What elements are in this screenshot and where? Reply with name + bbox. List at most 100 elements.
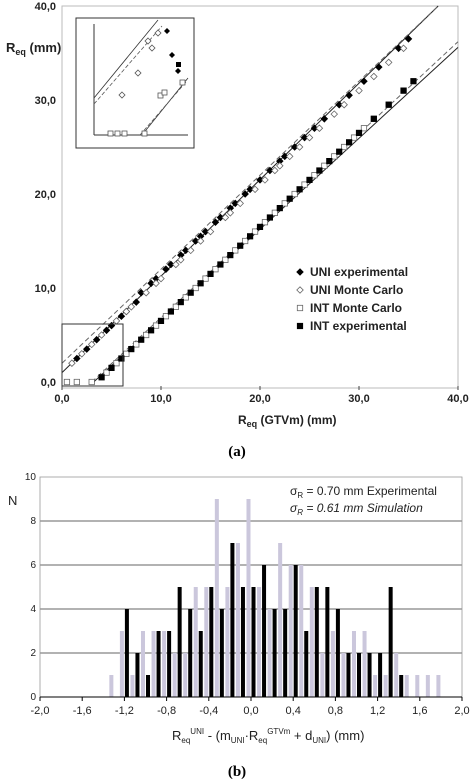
y-tick-labels-a: 0,0 10,0 20,0 30,0 40,0: [35, 1, 56, 389]
data-point: [68, 359, 76, 367]
data-point: [186, 246, 195, 255]
bar-experimental: [230, 543, 235, 697]
bar-experimental: [251, 587, 256, 697]
data-point: [330, 110, 339, 118]
data-point: [177, 298, 184, 306]
bar-simulation: [341, 653, 346, 697]
x-axis-label-b: ReqUNI - (mUNI·ReqGTVm + dUNI) (mm): [172, 727, 364, 745]
bar-simulation: [151, 631, 156, 697]
legend-marker: [296, 304, 304, 312]
data-point: [108, 364, 115, 372]
bar-experimental: [219, 609, 224, 697]
legend-label: UNI experimental: [310, 265, 408, 279]
data-point: [162, 265, 170, 273]
bar-simulation: [351, 631, 356, 697]
data-point: [305, 133, 314, 142]
inset-point: [169, 52, 175, 58]
x-tick-label: 0,8: [328, 705, 343, 717]
data-point: [345, 91, 353, 100]
bar-simulation: [394, 653, 399, 697]
data-point: [167, 260, 175, 269]
data-point: [202, 275, 209, 282]
bar-experimental: [240, 587, 245, 697]
bar-simulation: [246, 499, 251, 697]
x-tick-label: 0,0: [54, 393, 69, 405]
data-point: [237, 242, 244, 249]
y-tick-label: 20,0: [35, 189, 56, 201]
legend-marker: [296, 322, 304, 330]
data-point: [231, 199, 240, 208]
x-tick-label: -1,6: [73, 705, 92, 717]
y-tick-label: 2: [30, 648, 36, 659]
data-point: [261, 219, 269, 226]
data-point: [217, 261, 224, 268]
data-point: [394, 44, 403, 53]
data-point: [162, 313, 170, 320]
data-point: [286, 195, 293, 202]
bars: [109, 499, 441, 697]
inset-zoom: [75, 17, 195, 149]
bar-experimental: [388, 587, 393, 697]
data-point: [285, 152, 294, 161]
data-point: [300, 133, 309, 142]
bar-experimental: [262, 565, 267, 697]
data-point: [271, 209, 278, 216]
data-point: [310, 124, 319, 132]
data-point: [152, 279, 160, 288]
data-point: [251, 185, 259, 194]
bar-experimental: [146, 675, 151, 697]
inset-point: [176, 62, 181, 67]
bar-experimental: [314, 587, 319, 697]
data-point: [123, 350, 130, 357]
inset-point: [141, 130, 148, 137]
data-point: [73, 378, 80, 386]
bar-experimental: [399, 675, 404, 697]
data-point: [192, 284, 199, 292]
bar-simulation: [288, 565, 293, 697]
y-axis-label-b: N: [8, 493, 17, 508]
data-point: [320, 115, 329, 123]
data-point: [63, 378, 71, 386]
bar-simulation: [362, 631, 367, 697]
data-point: [152, 322, 160, 329]
data-point: [370, 115, 377, 122]
bar-simulation: [140, 631, 145, 697]
data-point: [370, 72, 378, 81]
bar-experimental: [188, 609, 193, 697]
data-point: [242, 237, 249, 245]
y-tick-label: 0: [30, 692, 36, 703]
data-point: [88, 378, 95, 386]
inset-point: [157, 92, 164, 99]
data-point: [256, 176, 264, 184]
data-point: [251, 228, 259, 235]
data-point: [316, 167, 323, 174]
y-tick-label: 6: [30, 560, 36, 571]
bar-simulation: [162, 631, 167, 697]
bar-experimental: [177, 587, 182, 697]
legend-label: INT Monte Carlo: [310, 301, 402, 315]
inset-point: [154, 29, 162, 37]
data-point: [143, 331, 150, 339]
data-point: [196, 237, 205, 245]
data-point: [311, 172, 318, 179]
y-tick-label: 30,0: [35, 95, 56, 107]
inset-fit-line: [93, 19, 159, 99]
x-tick-label: 20,0: [249, 393, 270, 405]
data-point: [147, 279, 155, 288]
inset-point: [144, 37, 152, 45]
y-tick-label: 10: [25, 472, 37, 483]
bar-simulation: [330, 631, 335, 697]
y-axis-label-a: Req (mm): [6, 40, 61, 57]
x-tick-label: 10,0: [150, 393, 171, 405]
x-tick-label: 2,0: [454, 705, 469, 717]
legend-marker: [296, 268, 304, 276]
data-point: [360, 77, 368, 85]
bar-experimental: [167, 631, 172, 697]
bar-experimental: [209, 587, 214, 697]
data-points: [63, 35, 417, 386]
y-tick-label: 10,0: [35, 283, 56, 295]
bar-simulation: [320, 653, 325, 697]
bar-simulation: [278, 543, 283, 697]
data-point: [246, 233, 254, 240]
